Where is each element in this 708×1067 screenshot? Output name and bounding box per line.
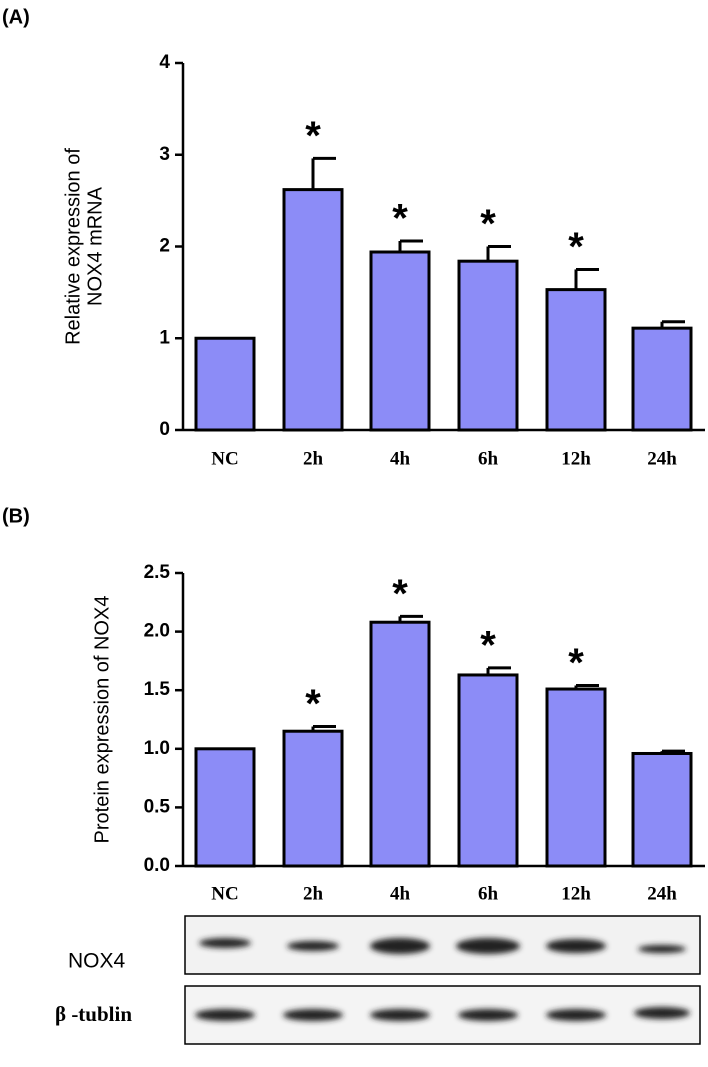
y-tick-label: 0.0	[144, 855, 170, 876]
bar	[457, 259, 519, 432]
significance-mark: *	[480, 623, 496, 667]
y-tick-label: 2.5	[144, 562, 171, 583]
y-axis-label: NOX4 mRNA	[84, 186, 106, 306]
panel-label: (B)	[2, 505, 30, 527]
y-tick-label: 0	[159, 419, 170, 440]
y-tick-label: 4	[159, 52, 170, 73]
x-tick-label: 4h	[390, 448, 411, 469]
y-tick-label: 1	[159, 327, 170, 348]
bar	[369, 620, 431, 868]
y-tick-label: 1.5	[144, 679, 171, 700]
band	[283, 1009, 343, 1021]
x-tick-label: 12h	[561, 448, 591, 469]
blot-frame	[184, 985, 701, 1045]
bar	[194, 336, 256, 432]
band	[370, 1009, 430, 1021]
band	[199, 938, 251, 948]
significance-mark: *	[568, 641, 584, 685]
bar	[631, 751, 693, 868]
significance-mark: *	[392, 572, 408, 616]
significance-mark: *	[305, 682, 321, 726]
y-tick-label: 1.0	[144, 738, 170, 759]
band	[458, 1009, 518, 1021]
x-tick-label: 6h	[478, 448, 499, 469]
band	[634, 1007, 690, 1019]
bar	[457, 673, 519, 868]
y-tick-label: 0.5	[144, 796, 171, 817]
band	[638, 945, 686, 953]
bar	[545, 288, 607, 432]
band	[546, 1009, 606, 1021]
y-tick-label: 2.0	[144, 621, 170, 642]
x-tick-label: 2h	[303, 883, 324, 904]
blot-label: β -tublin	[55, 1002, 132, 1026]
bar	[282, 729, 344, 868]
x-tick-label: 4h	[390, 883, 411, 904]
x-tick-label: NC	[211, 883, 238, 904]
x-tick-label: 2h	[303, 448, 324, 469]
blot-label: NOX4	[68, 950, 126, 973]
y-axis-label: Relative expression of	[62, 148, 84, 345]
western-blot: NOX4 β -tublin	[55, 915, 701, 1045]
x-tick-label: 6h	[478, 883, 499, 904]
y-axis-label: Protein expression of NOX4	[91, 596, 113, 844]
band	[195, 1009, 255, 1021]
x-tick-label: NC	[211, 448, 238, 469]
bar	[631, 326, 693, 432]
y-tick-label: 2	[159, 236, 170, 257]
bar	[282, 188, 344, 432]
band	[370, 938, 430, 954]
panel-label: (A)	[2, 6, 30, 28]
band	[546, 939, 606, 953]
bar	[194, 747, 256, 868]
significance-mark: *	[568, 225, 584, 269]
blot-frame	[184, 915, 701, 975]
x-tick-label: 12h	[561, 883, 591, 904]
x-tick-label: 24h	[647, 448, 677, 469]
bar	[369, 250, 431, 432]
significance-mark: *	[305, 114, 321, 158]
band	[287, 941, 339, 951]
significance-mark: *	[392, 197, 408, 241]
y-tick-label: 3	[159, 144, 170, 165]
x-tick-label: 24h	[647, 883, 677, 904]
band	[456, 938, 520, 954]
significance-mark: *	[480, 202, 496, 246]
bar	[545, 687, 607, 868]
